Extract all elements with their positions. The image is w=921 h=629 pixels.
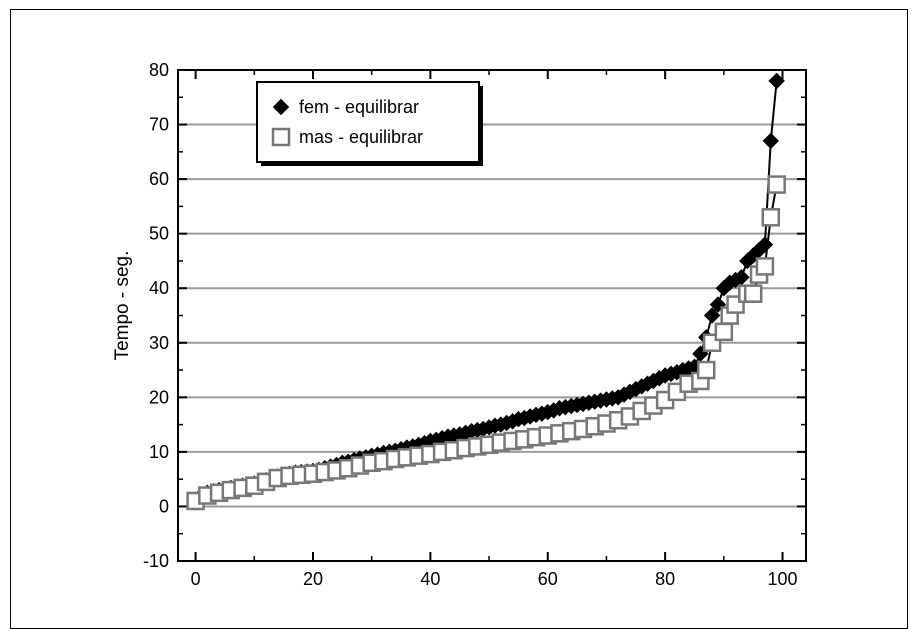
- x-tick-label: 100: [767, 569, 797, 589]
- y-axis-label: Tempo - seg.: [112, 251, 133, 361]
- scatter-chart: -10 0 10 20 30 40 50 60 70 80 0 20 40 60 80 100 Tempo -…: [112, 60, 807, 589]
- legend-label: mas - equilibrar: [299, 127, 423, 147]
- fem-point: [703, 307, 721, 324]
- legend-box: [256, 81, 480, 163]
- fem-point: [768, 72, 785, 90]
- x-tick-label: 0: [191, 569, 201, 589]
- mas-point: [714, 322, 734, 342]
- y-tick-label: 60: [149, 169, 169, 189]
- y-tick-label: 20: [149, 387, 169, 407]
- legend-square-icon: [271, 127, 291, 147]
- x-tick-label: 20: [303, 569, 323, 589]
- x-tick-label: 40: [420, 569, 440, 589]
- fem-point: [756, 236, 774, 253]
- y-tick-label: 80: [149, 60, 169, 80]
- fem-point: [762, 132, 779, 150]
- mas-point: [767, 175, 786, 194]
- y-tick-label: 30: [149, 333, 169, 353]
- gridlines: [178, 123, 806, 508]
- y-tick-label: 50: [149, 224, 169, 244]
- y-tick-label: 70: [149, 115, 169, 135]
- legend: fem - equilibrar mas - equilibrar: [256, 81, 483, 166]
- y-tick-label: 10: [149, 442, 169, 462]
- tick-labels: -10 0 10 20 30 40 50 60 70 80 0 20 40 60 80 100: [143, 60, 798, 589]
- y-tick-label: 0: [159, 496, 169, 516]
- axis-ticks: [178, 69, 806, 562]
- fem-point: [709, 296, 727, 313]
- y-tick-label: -10: [143, 551, 169, 571]
- x-tick-label: 80: [655, 569, 675, 589]
- legend-diamond-icon: [272, 98, 290, 116]
- y-tick-label: 40: [149, 278, 169, 298]
- mas-point: [755, 257, 775, 276]
- legend-label: fem - equilibrar: [299, 97, 419, 117]
- mas-point: [761, 208, 781, 227]
- mas-point: [743, 284, 763, 303]
- mas-point: [696, 360, 716, 380]
- series-marks: [186, 72, 786, 511]
- x-tick-label: 60: [538, 569, 558, 589]
